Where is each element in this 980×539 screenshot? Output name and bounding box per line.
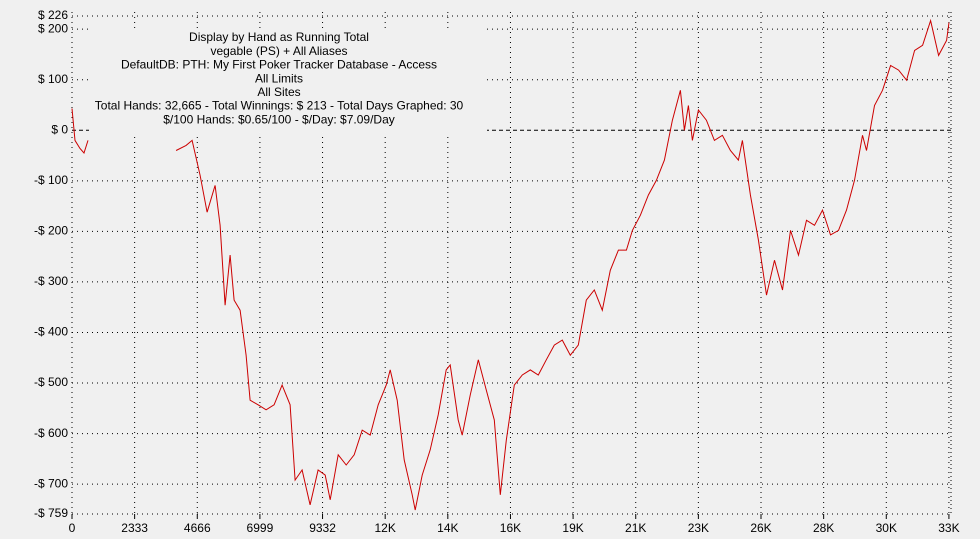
x-tick-label: 9332 — [309, 521, 336, 535]
x-tick-label: 16K — [500, 521, 521, 535]
plot-lines — [71, 18, 950, 511]
annotation: DefaultDB: PTH: My First Poker Tracker D… — [121, 58, 437, 72]
y-tick-label: $ 0 — [51, 122, 68, 136]
annotation: All Sites — [257, 85, 300, 99]
info-text: Display by Hand as Running Totalvegable … — [95, 30, 464, 126]
y-tick-label: -$ 400 — [34, 325, 68, 339]
y-tick-label: $ 226 — [38, 8, 68, 22]
x-tick-label: 26K — [750, 521, 771, 535]
axis-labels: $ 226$ 200 $ 100 $ 0 -$ 100 -$ 200 -$ 300 -$ 4… — [34, 8, 960, 535]
y-tick-label: -$ 700 — [34, 476, 68, 490]
x-tick-label: 0 — [69, 521, 76, 535]
y-tick-label: -$ 100 — [34, 173, 68, 187]
x-tick-label: 4666 — [184, 521, 211, 535]
y-tick-label: -$ 500 — [34, 375, 68, 389]
x-tick-label: 19K — [562, 521, 583, 535]
x-tick-label: 14K — [437, 521, 458, 535]
y-tick-label: $ 100 — [38, 72, 68, 86]
x-tick-label: 30K — [876, 521, 897, 535]
x-tick-label: 12K — [375, 521, 396, 535]
info-box — [89, 28, 487, 136]
grid — [71, 12, 951, 516]
y-tick-label: -$ 200 — [34, 224, 68, 238]
x-tick-label: 6999 — [247, 521, 274, 535]
running-total-line — [71, 18, 950, 511]
y-tick-label: -$ 759 — [34, 506, 68, 520]
x-tick-label: 28K — [813, 521, 834, 535]
x-tick-label: 23K — [688, 521, 709, 535]
annotation: Display by Hand as Running Total — [189, 30, 369, 44]
y-tick-label: -$ 600 — [34, 426, 68, 440]
y-tick-label: -$ 300 — [34, 274, 68, 288]
x-tick-label: 2333 — [121, 521, 148, 535]
annotation: vegable (PS) + All Aliases — [210, 44, 347, 58]
annotation: All Limits — [255, 71, 303, 85]
x-tick-label: 21K — [625, 521, 646, 535]
annotation: Total Hands: 32,665 - Total Winnings: $ … — [95, 99, 464, 113]
x-tick-label: 33K — [938, 521, 959, 535]
annotation: $/100 Hands: $0.65/100 - $/Day: $7.09/Da… — [163, 112, 395, 126]
y-tick-label: $ 200 — [38, 21, 68, 35]
